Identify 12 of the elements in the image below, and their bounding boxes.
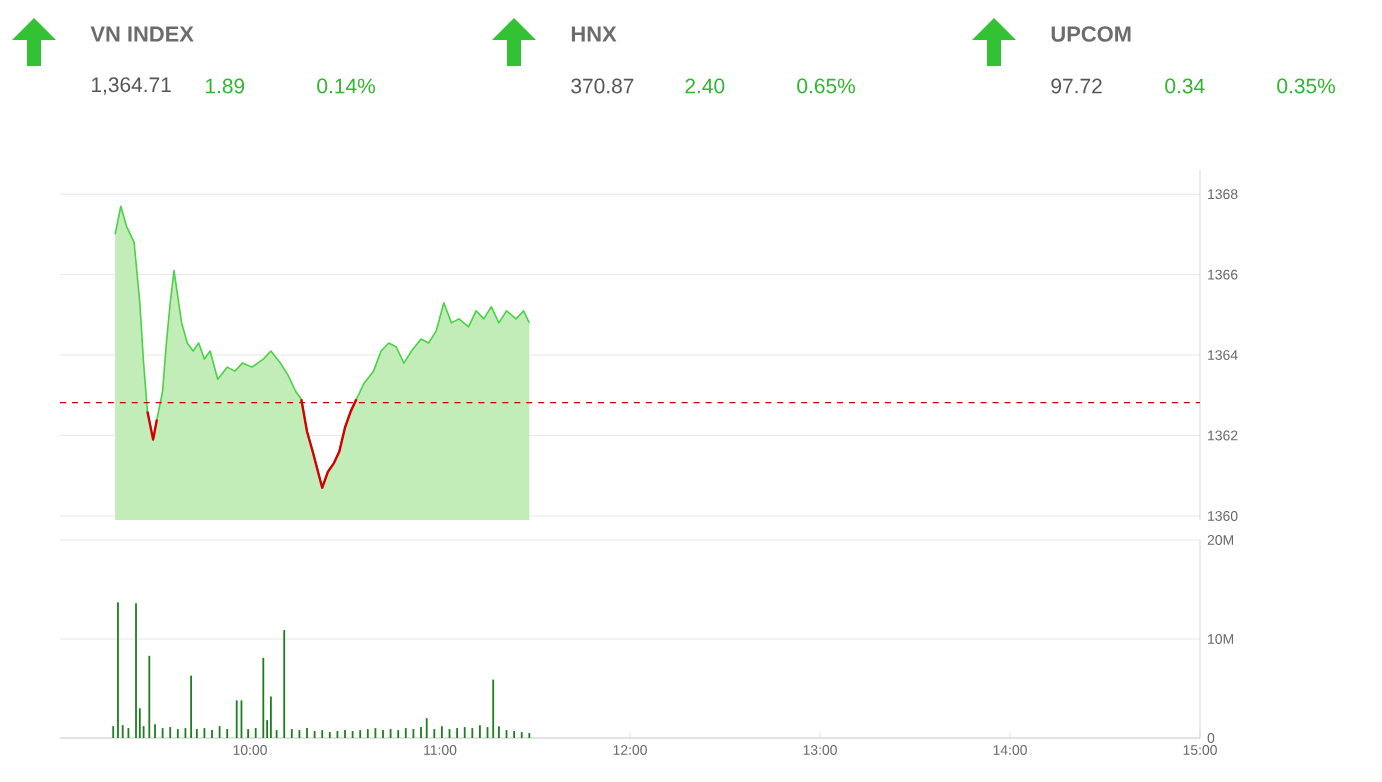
data-label: 0.35% <box>1277 78 1335 94</box>
data-label: 97.72 <box>1051 78 1102 94</box>
data-label: 1.89 <box>206 78 245 94</box>
data-label: 2.40 <box>685 78 725 94</box>
data-label: 1,364.71 <box>92 77 171 95</box>
data-label: 370.87 <box>571 78 634 94</box>
category-label: UPCOM <box>1051 26 1131 42</box>
data-label: 0.65% <box>797 78 855 94</box>
data-label: 0.34 <box>1165 78 1205 94</box>
data-label: 0.14% <box>317 78 375 94</box>
category-label: VN INDEX <box>90 26 194 42</box>
category-label: HNX <box>571 26 617 42</box>
